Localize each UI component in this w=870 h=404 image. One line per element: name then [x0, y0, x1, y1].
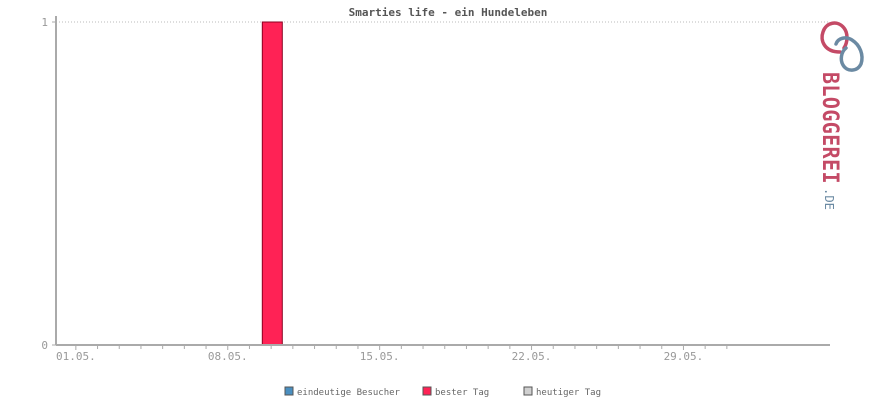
bloggerei-logo: BLOGGEREI .DE: [817, 21, 864, 210]
legend-label: bester Tag: [435, 388, 489, 398]
legend-item: heutiger Tag: [523, 386, 601, 398]
x-tick-label: 29.05.: [664, 350, 704, 363]
x-tick-label: 08.05.: [208, 350, 248, 363]
x-tick-labels: 01.05. 08.05. 15.05. 22.05. 29.05.: [56, 350, 703, 363]
x-tick-label: 15.05.: [360, 350, 400, 363]
legend-swatch: [523, 386, 533, 396]
chart-bars: [261, 21, 283, 346]
y-tick-labels: 01: [41, 16, 48, 352]
bar-bester-tag: [261, 21, 283, 346]
logo-wordmark: BLOGGEREI: [817, 72, 842, 184]
chart-legend: eindeutige Besucher bester Tag heutiger Ta…: [284, 386, 601, 398]
chart-title: Smarties life - ein Hundeleben: [349, 6, 548, 19]
y-tick-label: 1: [41, 16, 48, 29]
legend-label: heutiger Tag: [536, 388, 601, 398]
x-tick-label: 01.05.: [56, 350, 96, 363]
x-tick-label: 22.05.: [512, 350, 552, 363]
legend-item: bester Tag: [422, 386, 489, 398]
logo-suffix: .DE: [822, 188, 836, 210]
legend-swatch: [422, 386, 432, 396]
legend-label: eindeutige Besucher: [297, 388, 401, 398]
logo-icon: [820, 21, 864, 72]
chart-axes: [52, 16, 830, 350]
legend-swatch: [284, 386, 294, 396]
logo-icon-right-loop: [834, 36, 864, 72]
y-tick-label: 0: [41, 339, 48, 352]
legend-item: eindeutige Besucher: [284, 386, 401, 398]
